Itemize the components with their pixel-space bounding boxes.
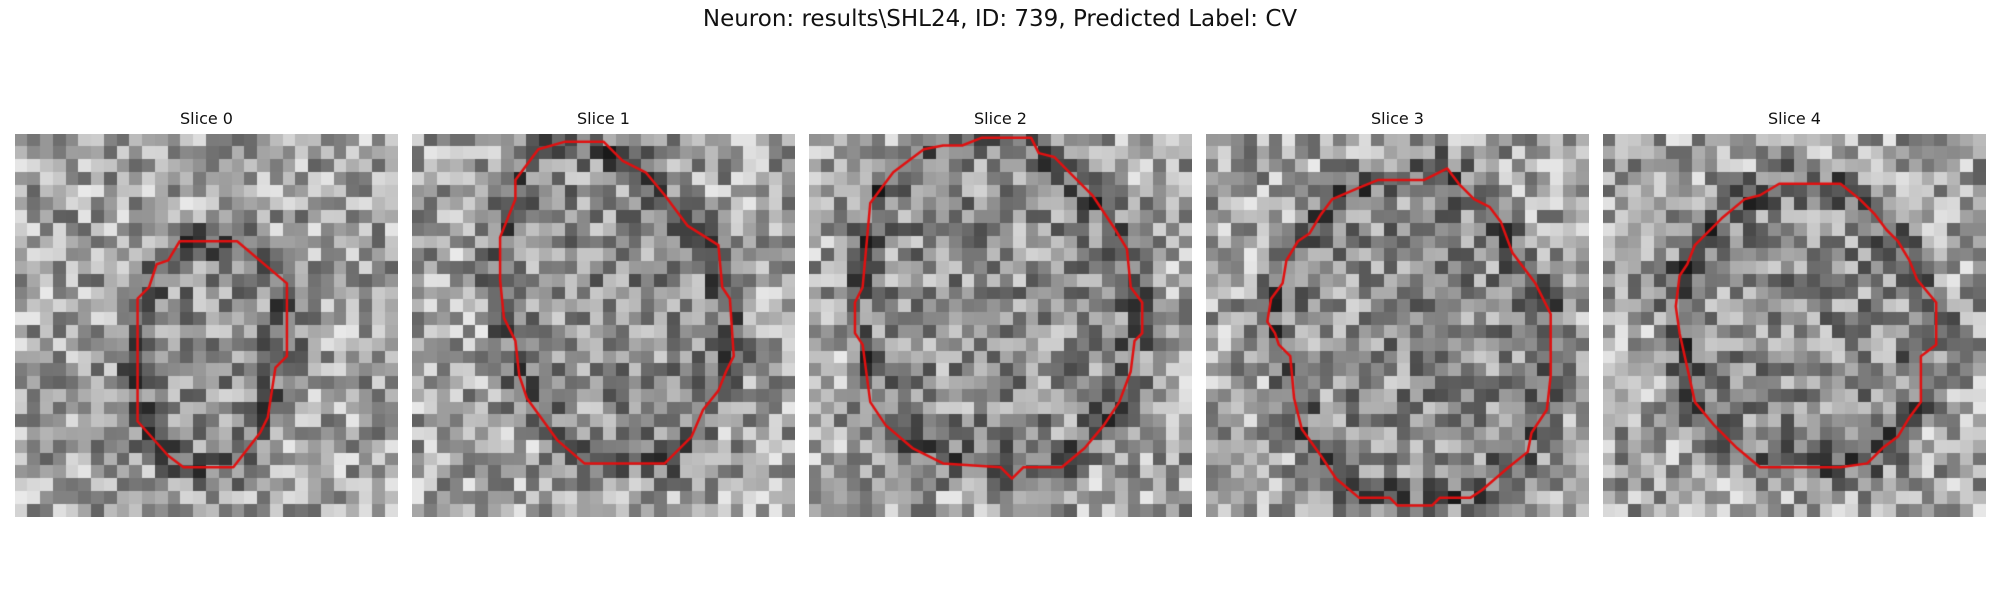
slice-image <box>1603 134 1986 517</box>
slice-panel-0: Slice 0 <box>15 104 398 517</box>
slice-image <box>412 134 795 517</box>
slice-panel-4: Slice 4 <box>1603 104 1986 517</box>
slice-title: Slice 2 <box>974 109 1027 128</box>
slice-image <box>809 134 1192 517</box>
slice-title: Slice 0 <box>180 109 233 128</box>
slice-panel-3: Slice 3 <box>1206 104 1589 517</box>
slice-image <box>15 134 398 517</box>
slice-title: Slice 1 <box>577 109 630 128</box>
slice-image <box>1206 134 1589 517</box>
figure-title: Neuron: results\SHL24, ID: 739, Predicte… <box>702 6 1298 32</box>
slice-title: Slice 3 <box>1371 109 1424 128</box>
slice-title: Slice 4 <box>1768 109 1821 128</box>
slice-panel-2: Slice 2 <box>809 104 1192 517</box>
slice-panel-1: Slice 1 <box>412 104 795 517</box>
